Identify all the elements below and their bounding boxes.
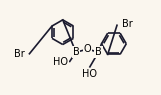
Text: B: B	[73, 47, 79, 57]
Text: HO: HO	[82, 69, 97, 79]
Text: Br: Br	[122, 19, 132, 29]
Text: B: B	[95, 47, 102, 57]
Text: O: O	[84, 44, 91, 54]
Text: Br: Br	[14, 49, 25, 59]
Text: HO: HO	[53, 57, 68, 67]
